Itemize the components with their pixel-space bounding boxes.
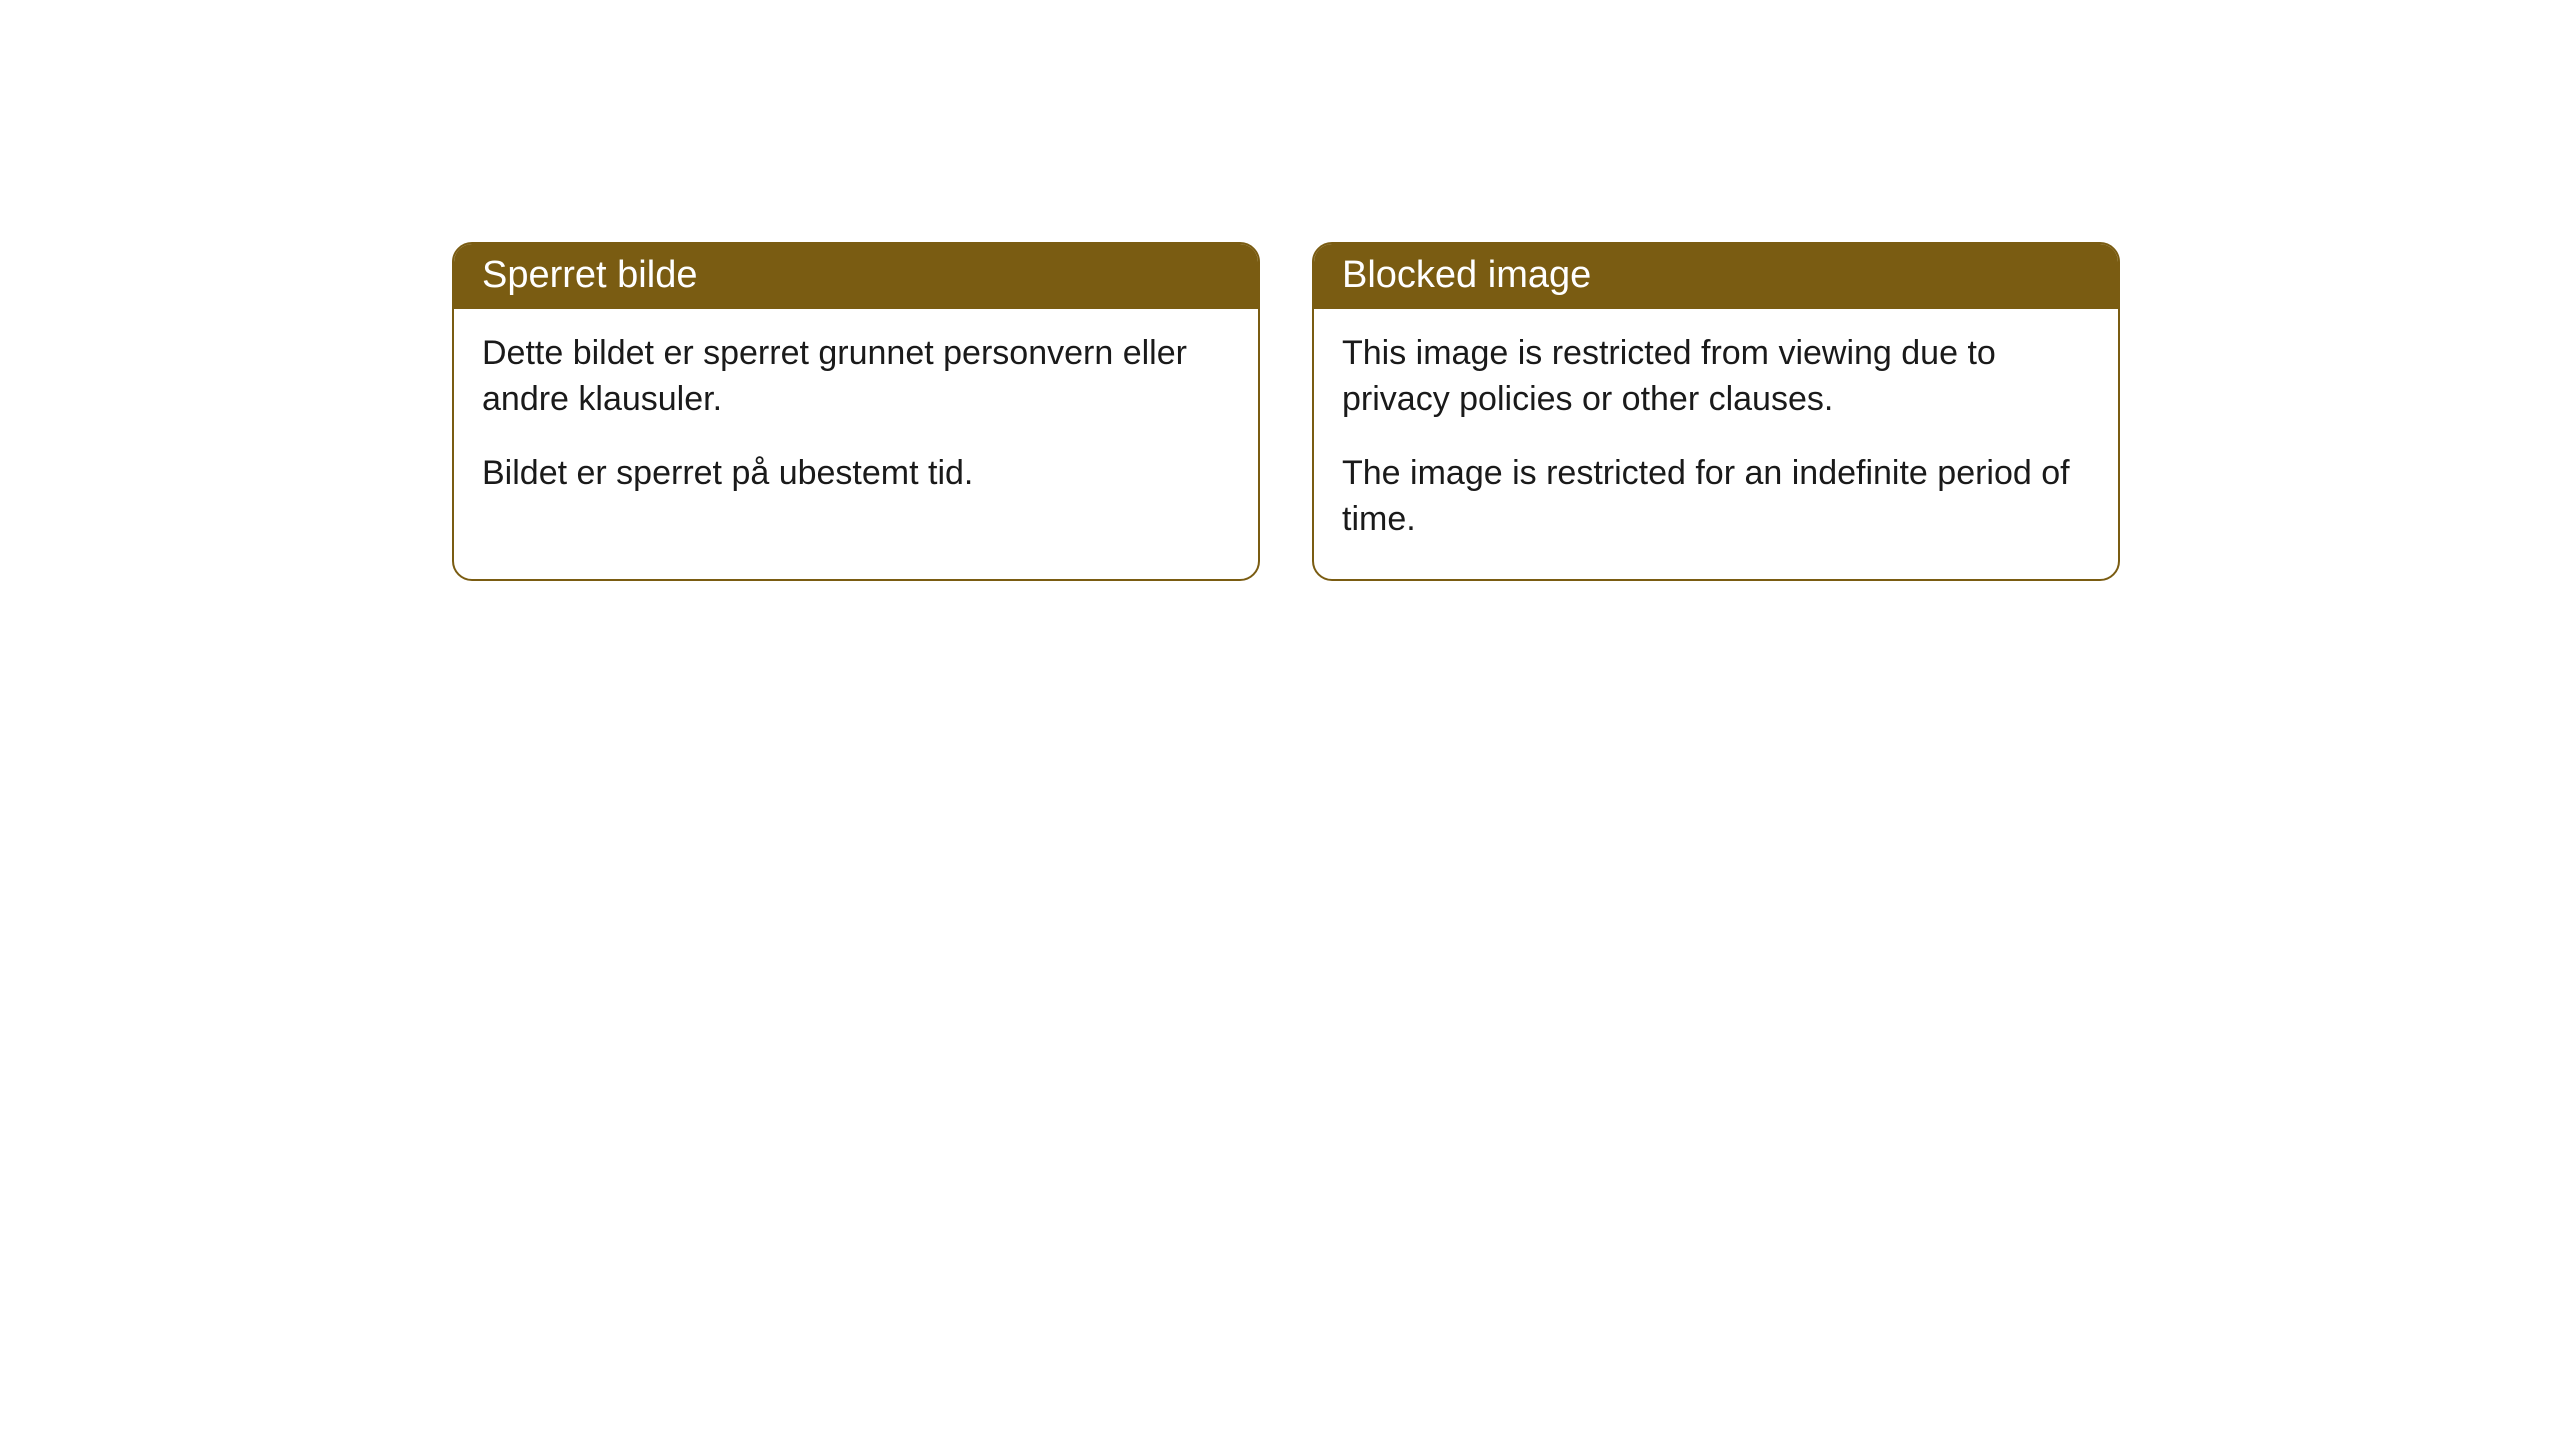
card-title: Sperret bilde: [482, 254, 697, 296]
card-paragraph: Bildet er sperret på ubestemt tid.: [482, 451, 1230, 497]
notice-cards-container: Sperret bilde Dette bildet er sperret gr…: [452, 242, 2560, 581]
card-body: Dette bildet er sperret grunnet personve…: [454, 309, 1258, 533]
notice-card-english: Blocked image This image is restricted f…: [1312, 242, 2120, 581]
card-header: Blocked image: [1314, 244, 2118, 309]
card-header: Sperret bilde: [454, 244, 1258, 309]
card-body: This image is restricted from viewing du…: [1314, 309, 2118, 579]
card-title: Blocked image: [1342, 254, 1591, 296]
card-paragraph: This image is restricted from viewing du…: [1342, 331, 2090, 423]
card-paragraph: Dette bildet er sperret grunnet personve…: [482, 331, 1230, 423]
card-paragraph: The image is restricted for an indefinit…: [1342, 451, 2090, 543]
notice-card-norwegian: Sperret bilde Dette bildet er sperret gr…: [452, 242, 1260, 581]
